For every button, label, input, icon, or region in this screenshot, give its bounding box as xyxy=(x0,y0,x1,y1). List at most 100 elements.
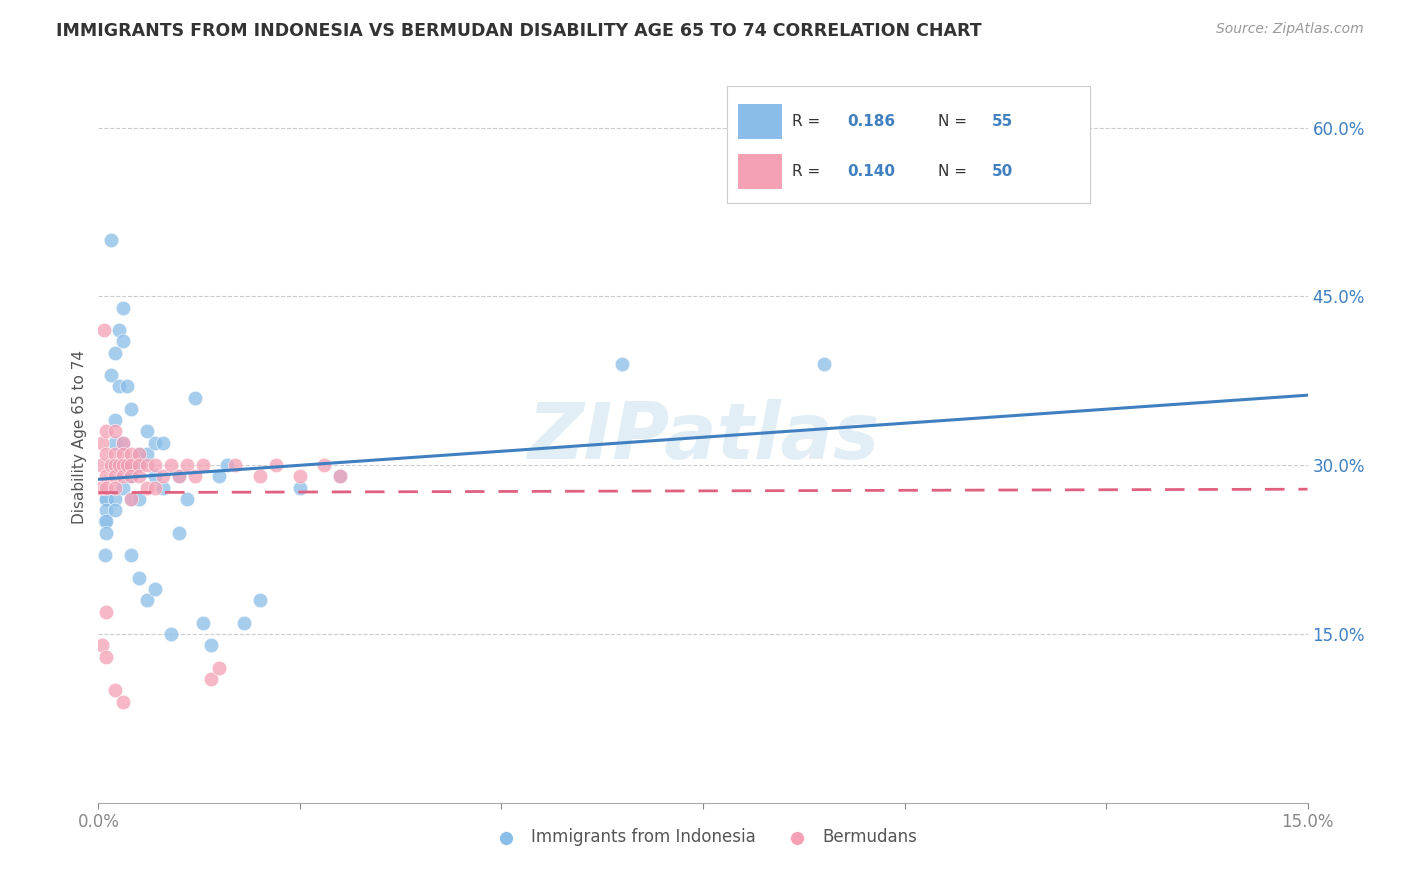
Point xyxy=(128,458,150,473)
Legend: Immigrants from Indonesia, Bermudans: Immigrants from Indonesia, Bermudans xyxy=(482,822,924,853)
Point xyxy=(103,469,125,483)
Point xyxy=(96,515,118,529)
Point xyxy=(120,447,142,461)
Point xyxy=(160,627,183,641)
Point xyxy=(176,458,198,473)
Point xyxy=(217,458,239,473)
Point xyxy=(128,469,150,483)
Point xyxy=(107,379,129,393)
Point xyxy=(100,233,122,247)
Point xyxy=(193,458,215,473)
Point xyxy=(184,469,207,483)
Point xyxy=(152,469,174,483)
Point xyxy=(314,458,336,473)
Point xyxy=(143,481,166,495)
Point xyxy=(107,323,129,337)
Text: IMMIGRANTS FROM INDONESIA VS BERMUDAN DISABILITY AGE 65 TO 74 CORRELATION CHART: IMMIGRANTS FROM INDONESIA VS BERMUDAN DI… xyxy=(56,22,981,40)
Point xyxy=(111,481,134,495)
Text: ZIPatlas: ZIPatlas xyxy=(527,399,879,475)
Point xyxy=(612,357,634,371)
Point xyxy=(128,491,150,506)
Point xyxy=(93,323,115,337)
Point xyxy=(100,368,122,383)
Point xyxy=(232,615,254,630)
Point xyxy=(103,503,125,517)
Point xyxy=(103,481,125,495)
Point xyxy=(135,447,157,461)
Y-axis label: Disability Age 65 to 74: Disability Age 65 to 74 xyxy=(72,350,87,524)
Point xyxy=(91,435,114,450)
Point xyxy=(90,458,112,473)
Point xyxy=(120,491,142,506)
Point xyxy=(90,481,112,495)
Point xyxy=(143,582,166,596)
Point xyxy=(96,503,118,517)
Point xyxy=(107,458,129,473)
Point xyxy=(94,515,117,529)
Point xyxy=(96,649,118,664)
Point xyxy=(103,491,125,506)
Point xyxy=(111,435,134,450)
Point xyxy=(329,469,352,483)
Point xyxy=(135,425,157,439)
Point xyxy=(143,469,166,483)
Point xyxy=(288,481,311,495)
Point xyxy=(143,458,166,473)
Point xyxy=(120,458,142,473)
Point xyxy=(111,301,134,315)
Point xyxy=(143,435,166,450)
Point xyxy=(96,525,118,540)
Text: Source: ZipAtlas.com: Source: ZipAtlas.com xyxy=(1216,22,1364,37)
Point xyxy=(813,357,835,371)
Point xyxy=(103,425,125,439)
Point xyxy=(111,458,134,473)
Point xyxy=(208,469,231,483)
Point xyxy=(135,458,157,473)
Point xyxy=(100,458,122,473)
Point xyxy=(135,481,157,495)
Point xyxy=(103,458,125,473)
Point xyxy=(111,694,134,708)
Point xyxy=(193,615,215,630)
Point xyxy=(103,458,125,473)
Point xyxy=(111,435,134,450)
Point xyxy=(152,481,174,495)
Point xyxy=(120,401,142,416)
Point xyxy=(115,458,138,473)
Point xyxy=(120,469,142,483)
Point xyxy=(103,435,125,450)
Point xyxy=(152,435,174,450)
Point xyxy=(96,491,118,506)
Point xyxy=(184,391,207,405)
Point xyxy=(111,469,134,483)
Point xyxy=(128,571,150,585)
Point xyxy=(111,447,134,461)
Point xyxy=(167,469,190,483)
Point xyxy=(249,469,271,483)
Point xyxy=(167,525,190,540)
Point xyxy=(128,458,150,473)
Point xyxy=(96,447,118,461)
Point xyxy=(103,683,125,698)
Point xyxy=(96,491,118,506)
Point xyxy=(200,638,222,652)
Point xyxy=(96,605,118,619)
Point xyxy=(103,447,125,461)
Point xyxy=(128,447,150,461)
Point xyxy=(160,458,183,473)
Point xyxy=(329,469,352,483)
Point xyxy=(120,491,142,506)
Point xyxy=(91,638,114,652)
Point xyxy=(96,425,118,439)
Point xyxy=(200,672,222,686)
Point xyxy=(176,491,198,506)
Point xyxy=(120,548,142,562)
Point xyxy=(249,593,271,607)
Point xyxy=(120,469,142,483)
Point xyxy=(120,458,142,473)
Point xyxy=(96,481,118,495)
Point xyxy=(115,379,138,393)
Point xyxy=(96,469,118,483)
Point xyxy=(111,334,134,349)
Point xyxy=(103,413,125,427)
